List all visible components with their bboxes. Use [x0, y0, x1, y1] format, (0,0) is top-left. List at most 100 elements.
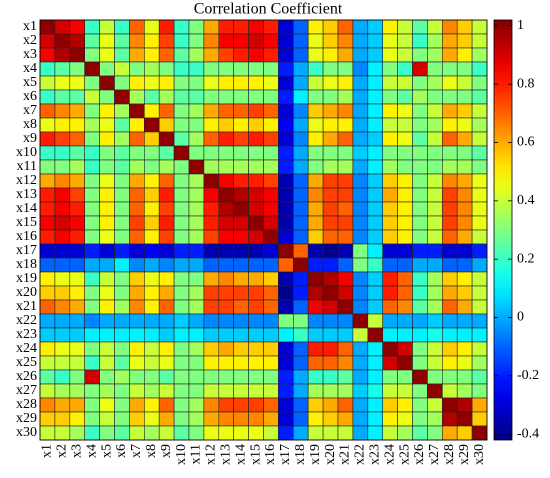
heatmap-cell [441, 229, 458, 245]
x-tick-label: x9 [159, 444, 174, 458]
heatmap-cell [337, 75, 354, 91]
heatmap-cell [427, 299, 443, 315]
heatmap-cell [352, 103, 369, 119]
heatmap-cell [233, 33, 249, 49]
y-tick-label: x17 [16, 243, 37, 258]
heatmap-cell [233, 47, 249, 63]
heatmap-cell [456, 341, 473, 357]
y-tick-label: x22 [16, 313, 37, 328]
heatmap-cell [456, 257, 473, 273]
heatmap-cell [218, 383, 235, 399]
heatmap-cell [248, 397, 264, 413]
heatmap-cell [233, 89, 249, 105]
heatmap-cell [292, 369, 309, 385]
heatmap-cell [427, 145, 443, 161]
heatmap-cell [188, 313, 205, 329]
y-tick-label: x9 [23, 131, 37, 146]
heatmap-cell [382, 173, 398, 189]
heatmap-cell [292, 243, 309, 259]
heatmap-cell [144, 411, 160, 427]
colorbar-tick-label: 1 [517, 18, 524, 33]
heatmap-cell [233, 327, 249, 343]
heatmap-cell [158, 243, 175, 259]
heatmap-cell [337, 145, 354, 161]
heatmap-cell [367, 285, 383, 301]
heatmap-cell [54, 397, 71, 413]
heatmap-cell [173, 355, 190, 371]
heatmap-cell [307, 103, 324, 119]
heatmap-cell [397, 131, 413, 147]
heatmap-cell [39, 341, 56, 357]
heatmap-cell [471, 117, 488, 133]
heatmap-cell [99, 299, 115, 315]
heatmap-cell [129, 33, 145, 49]
heatmap-cell [54, 411, 71, 427]
heatmap-cell [412, 313, 428, 329]
heatmap-cell [471, 327, 488, 343]
heatmap-cell [397, 327, 413, 343]
heatmap-cell [129, 397, 145, 413]
heatmap-cell [248, 299, 264, 315]
heatmap-cell [292, 383, 309, 399]
heatmap-cell [367, 173, 383, 189]
heatmap-cell [203, 327, 220, 343]
heatmap-cell [337, 117, 354, 133]
heatmap-cell [456, 131, 473, 147]
heatmap-cell [54, 131, 71, 147]
heatmap-cell [84, 355, 100, 371]
heatmap-cell [129, 425, 145, 441]
heatmap-cell [129, 75, 145, 91]
heatmap-cell [99, 369, 115, 385]
heatmap-cell [278, 229, 294, 245]
heatmap-cell [307, 173, 324, 189]
heatmap-cell [367, 33, 383, 49]
heatmap-cell [427, 355, 443, 371]
heatmap-cell [39, 201, 56, 217]
heatmap-cell [158, 327, 175, 343]
heatmap-cell [322, 201, 339, 217]
heatmap-cell [114, 313, 130, 329]
heatmap-cell [203, 33, 220, 49]
heatmap-cell [248, 215, 264, 231]
heatmap-cell [218, 243, 235, 259]
heatmap-cell [263, 145, 279, 161]
heatmap-cell [69, 271, 86, 287]
heatmap-cell [412, 425, 428, 441]
heatmap-cell [307, 327, 324, 343]
heatmap-cell [144, 201, 160, 217]
heatmap-cell [367, 103, 383, 119]
heatmap-cell [84, 173, 100, 189]
heatmap-cell [441, 19, 458, 35]
heatmap-cell [278, 313, 294, 329]
heatmap-cell [173, 425, 190, 441]
heatmap-cell [456, 243, 473, 259]
heatmap-cell [441, 173, 458, 189]
heatmap-cell [233, 285, 249, 301]
heatmap-cell [292, 341, 309, 357]
heatmap-cell [69, 131, 86, 147]
heatmap-cell [114, 173, 130, 189]
heatmap-cell [382, 327, 398, 343]
heatmap-cell [367, 369, 383, 385]
heatmap-cell [69, 369, 86, 385]
heatmap-cell [233, 173, 249, 189]
heatmap-cell [382, 355, 398, 371]
heatmap-cell [322, 313, 339, 329]
x-tick-label: x24 [382, 444, 397, 465]
heatmap-cell [39, 187, 56, 203]
heatmap-cell [367, 397, 383, 413]
heatmap-cell [69, 383, 86, 399]
heatmap-cell [471, 19, 488, 35]
heatmap-cell [352, 355, 369, 371]
heatmap-cell [397, 425, 413, 441]
heatmap-cell [456, 271, 473, 287]
heatmap-cell [427, 313, 443, 329]
heatmap-cell [233, 313, 249, 329]
heatmap-cell [427, 257, 443, 273]
heatmap-cell [173, 243, 190, 259]
heatmap-cell [54, 355, 71, 371]
y-tick-label: x23 [16, 327, 37, 342]
heatmap-cell [39, 145, 56, 161]
heatmap-cell [173, 285, 190, 301]
heatmap-cell [307, 411, 324, 427]
